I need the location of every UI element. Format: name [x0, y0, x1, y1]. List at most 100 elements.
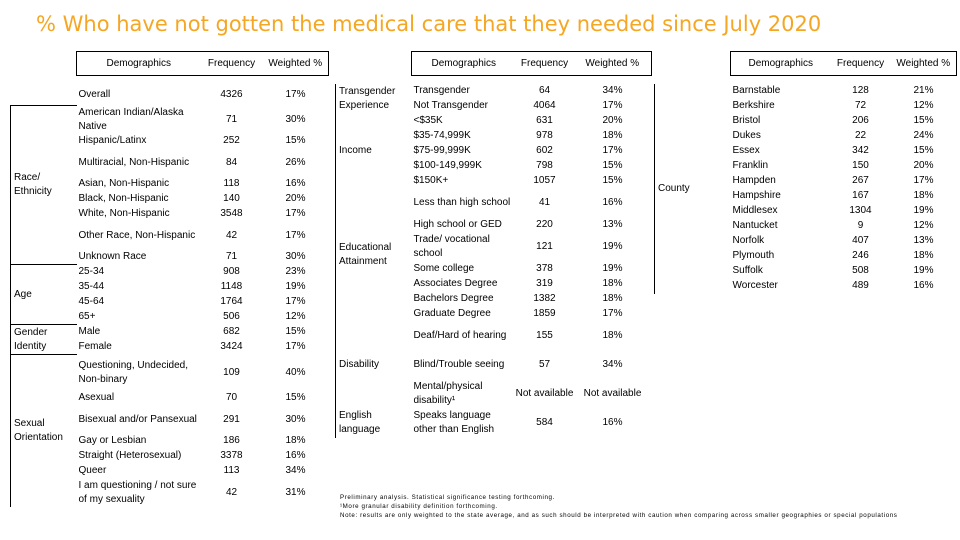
weighted-value: 17%	[285, 208, 306, 219]
frequency-value: 71	[225, 113, 238, 125]
weighted-value: 19%	[285, 281, 306, 292]
weighted-value: 19%	[602, 241, 623, 252]
table-row: Asexual 70 15%	[11, 391, 329, 406]
frequency-value: 128	[852, 85, 869, 96]
frequency-value: 109	[223, 366, 240, 378]
spacer-cell	[516, 76, 574, 84]
weighted-value: 12%	[285, 311, 306, 322]
weighted-value: 16%	[285, 450, 306, 461]
weighted-value: 40%	[285, 366, 306, 378]
weighted-value: 16%	[602, 197, 623, 208]
row-label: 45-64	[78, 296, 105, 307]
frequency-value: 84	[225, 156, 238, 168]
weighted-value: 34%	[285, 465, 306, 476]
weighted-value: 18%	[913, 250, 934, 261]
spacer-cell	[263, 76, 329, 84]
weighted-value: 17%	[285, 296, 306, 307]
weighted-value: 16%	[602, 417, 623, 428]
frequency-value: 186	[223, 435, 240, 446]
spacer-cell	[574, 76, 652, 84]
frequency-value: 246	[852, 250, 869, 261]
table-row: Queer 113 34%	[11, 464, 329, 479]
category-label: English language	[335, 408, 412, 438]
header-weighted: Weighted %	[262, 51, 329, 76]
page-title: % Who have not gotten the medical care t…	[36, 12, 822, 36]
frequency-value: 57	[538, 359, 551, 370]
weighted-value: 18%	[602, 278, 623, 289]
table-row: Associates Degree 319 18%	[336, 277, 652, 292]
spacer-cell	[891, 76, 957, 84]
spacer-cell	[11, 84, 77, 106]
frequency-value: 167	[852, 190, 869, 201]
frequency-value: 121	[536, 241, 553, 252]
weighted-value: 17%	[913, 175, 934, 186]
row-label: Associates Degree	[413, 278, 498, 289]
row-label: Other Race, Non-Hispanic	[78, 229, 196, 241]
table-row: Gay or Lesbian 186 18%	[11, 434, 329, 449]
weighted-value: 20%	[285, 193, 306, 204]
row-label: White, Non-Hispanic	[78, 208, 170, 219]
table-row: Multiracial, Non-Hispanic 84 26%	[11, 149, 329, 177]
frequency-value: 70	[225, 392, 238, 403]
demographics-table-2: Demographics Frequency Weighted % Transgend…	[335, 51, 652, 438]
table-row: $35-74,999K 978 18%	[336, 129, 652, 144]
table-row: I am questioning / not sure of my sexual…	[11, 479, 329, 507]
frequency-value: 150	[852, 160, 869, 171]
weighted-value: 23%	[285, 266, 306, 277]
weighted-value: 31%	[285, 486, 306, 498]
frequency-value: 118	[223, 178, 240, 189]
weighted-value: 13%	[913, 235, 934, 246]
row-label: Franklin	[732, 160, 769, 171]
header-row: Demographics Frequency Weighted %	[654, 51, 957, 76]
category-label: Sexual Orientation	[10, 354, 77, 507]
header-frequency: Frequency	[830, 51, 891, 76]
row-label: Speaks language other than English	[413, 410, 495, 435]
table-row: Not Transgender 4064 17%	[336, 99, 652, 114]
county-table: Demographics Frequency Weighted % County Bar…	[654, 51, 957, 294]
row-label: Bristol	[732, 115, 761, 126]
table-row: English language Speaks language other th…	[335, 408, 652, 438]
category-label: Race/ Ethnicity	[10, 105, 77, 265]
spacer-cell	[655, 76, 731, 84]
table-row: Straight (Heterosexual) 3378 16%	[11, 449, 329, 464]
row-label: Transgender	[413, 85, 470, 96]
row-label: Multiracial, Non-Hispanic	[78, 156, 190, 168]
weighted-value: 17%	[285, 88, 306, 100]
weighted-value: 15%	[602, 175, 623, 186]
table-row: $100-149,999K 798 15%	[336, 159, 652, 174]
header-row: Demographics Frequency Weighted %	[10, 51, 329, 76]
frequency-value: 220	[536, 219, 553, 230]
row-label: Some college	[413, 263, 475, 274]
frequency-value: 9	[857, 220, 864, 231]
frequency-value: 4064	[533, 100, 556, 111]
category-label: Educational Attainment	[335, 188, 412, 322]
frequency-value: 682	[223, 326, 240, 337]
weighted-value: 19%	[913, 205, 934, 216]
weighted-value: 17%	[602, 308, 623, 319]
row-label: Gay or Lesbian	[78, 435, 147, 446]
frequency-value: 252	[223, 135, 240, 146]
table-row: Asian, Non-Hispanic 118 16%	[11, 177, 329, 192]
table-row: Dukes 22 24%	[655, 129, 957, 144]
row-label: Overall	[78, 88, 111, 100]
table-row: Disability Deaf/Hard of hearing 155 18%	[335, 321, 652, 409]
row-label: Male	[78, 326, 101, 337]
spacer-row	[655, 76, 957, 84]
category-label: Disability	[335, 321, 412, 409]
demographics-table-1: Demographics Frequency Weighted % Overall 43…	[10, 51, 329, 507]
frequency-value: 1148	[220, 281, 243, 292]
frequency-value: 506	[223, 311, 240, 322]
weighted-value: 17%	[285, 341, 306, 352]
row-label: Mental/physical disability¹	[413, 381, 483, 406]
header-spacer	[335, 51, 412, 76]
weighted-value: 21%	[913, 85, 934, 96]
frequency-value: 978	[536, 130, 553, 141]
frequency-value: Not available	[515, 388, 574, 399]
footnotes: Preliminary analysis. Statistical signif…	[340, 493, 950, 520]
table-row: Franklin 150 20%	[655, 159, 957, 174]
frequency-value: 206	[852, 115, 869, 126]
frequency-value: 267	[852, 175, 869, 186]
frequency-value: 42	[225, 229, 238, 241]
table-row: Hampshire 167 18%	[655, 189, 957, 204]
table-row: Hispanic/Latinx 252 15%	[11, 134, 329, 149]
